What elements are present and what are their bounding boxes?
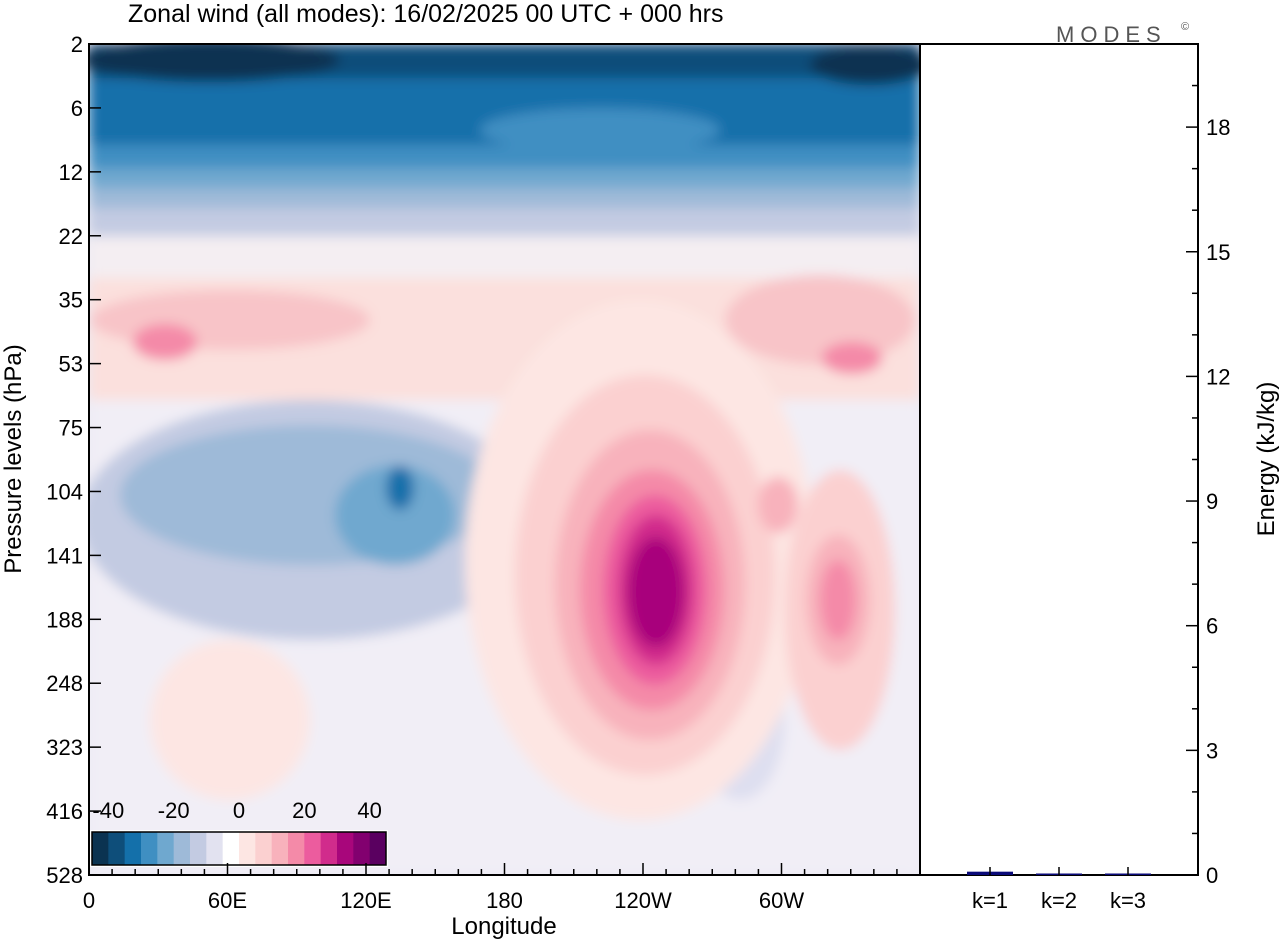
energy-category-label: k=1 bbox=[972, 888, 1008, 913]
y-tick-label: 323 bbox=[46, 735, 83, 760]
colorbar-swatch bbox=[222, 832, 240, 865]
field-core-upper-west bbox=[89, 44, 340, 82]
colorbar-swatch bbox=[288, 832, 305, 865]
colorbar-tick-label: 40 bbox=[357, 798, 381, 823]
colorbar-swatch bbox=[157, 832, 175, 865]
colorbar-frame bbox=[91, 831, 387, 866]
energy-category-label: k=3 bbox=[1110, 888, 1146, 913]
y-tick-label: 2 bbox=[71, 32, 83, 57]
field-band-mid1 bbox=[89, 145, 920, 170]
energy-tick-label: 12 bbox=[1206, 364, 1230, 389]
colorbar-swatch bbox=[320, 832, 338, 865]
field-easterly-inner bbox=[335, 465, 455, 565]
x-tick-label: 180 bbox=[486, 888, 523, 913]
copyright-mark: © bbox=[1181, 21, 1189, 33]
colorbar-swatch bbox=[337, 832, 354, 865]
x-tick-label: 60W bbox=[759, 888, 804, 913]
colorbar-swatch bbox=[190, 832, 207, 865]
x-axis-label: Longitude bbox=[451, 913, 556, 940]
y-tick-label: 75 bbox=[59, 416, 83, 441]
colorbar-swatch bbox=[255, 832, 273, 865]
colorbar-swatch bbox=[369, 832, 387, 865]
colorbar-tick-label: 0 bbox=[233, 798, 245, 823]
y-tick-label: 22 bbox=[59, 224, 83, 249]
energy-bars: k=1 k=2 k=3 bbox=[967, 867, 1151, 913]
field-band-neutral bbox=[89, 236, 920, 280]
heatmap-panel bbox=[88, 43, 921, 876]
x-tick-label: 120W bbox=[614, 888, 672, 913]
colorbar-swatch bbox=[124, 832, 142, 865]
y-tick-label: 12 bbox=[59, 160, 83, 185]
energy-tick-label: 3 bbox=[1206, 738, 1218, 763]
energy-tick-label: 6 bbox=[1206, 614, 1218, 639]
field-band-mid2 bbox=[89, 168, 920, 190]
heatmap-field bbox=[89, 44, 920, 875]
colorbar-swatch bbox=[173, 832, 191, 865]
chart-title: Zonal wind (all modes): 16/02/2025 00 UT… bbox=[128, 0, 723, 28]
colorbar-tick-label: 20 bbox=[292, 798, 316, 823]
x-axis: 0 60E 120E 180 120W 60W bbox=[83, 863, 898, 913]
energy-panel: k=1 k=2 k=3 bbox=[919, 43, 1199, 913]
field-jet-east-small bbox=[758, 477, 798, 533]
field-westerly-west bbox=[90, 290, 370, 350]
colorbar-swatch bbox=[304, 832, 322, 865]
y-tick-label: 188 bbox=[46, 607, 83, 632]
field-westerly-east bbox=[725, 275, 915, 365]
y-tick-label: 53 bbox=[59, 352, 83, 377]
field-patch-upper-mid bbox=[480, 108, 720, 152]
energy-tick-label: 9 bbox=[1206, 489, 1218, 514]
field-jet-core bbox=[628, 537, 684, 647]
y-axis-label: Pressure levels (hPa) bbox=[0, 344, 27, 573]
field-band-mid4 bbox=[89, 208, 920, 238]
energy-frame bbox=[919, 43, 1199, 876]
energy-tick-label: 0 bbox=[1206, 863, 1218, 888]
colorbar-tick-label: -20 bbox=[158, 798, 190, 823]
colorbar-swatch bbox=[353, 832, 371, 865]
field-easterly-core bbox=[386, 466, 414, 510]
colorbar-swatch bbox=[206, 832, 224, 865]
field-westerly-west-core bbox=[133, 324, 197, 360]
colorbar-swatch bbox=[141, 832, 158, 865]
y-tick-label: 104 bbox=[46, 479, 83, 504]
y-tick-label: 141 bbox=[46, 543, 83, 568]
energy-axis: 0 3 6 9 12 15 18 bbox=[1186, 43, 1230, 888]
colorbar-swatch bbox=[271, 832, 289, 865]
field-band-mid3 bbox=[89, 188, 920, 210]
y-tick-label: 528 bbox=[46, 863, 83, 888]
colorbar-swatch bbox=[108, 832, 126, 865]
y-tick-label: 248 bbox=[46, 671, 83, 696]
y-tick-label: 6 bbox=[71, 96, 83, 121]
y-tick-label: 416 bbox=[46, 799, 83, 824]
energy-tick-label: 18 bbox=[1206, 115, 1230, 140]
y-axis: 2 6 12 22 35 53 75 104 141 188 248 323 416 528 bbox=[46, 32, 101, 888]
field-jet-east-core bbox=[820, 560, 856, 640]
colorbar-swatch bbox=[92, 832, 109, 865]
colorbar-swatch bbox=[239, 832, 256, 865]
energy-category-label: k=2 bbox=[1041, 888, 1077, 913]
x-tick-label: 120E bbox=[340, 888, 391, 913]
field-westerly-east-core bbox=[822, 342, 882, 374]
x-tick-label: 60E bbox=[208, 888, 247, 913]
field-lower-pink bbox=[150, 640, 310, 800]
modes-logo: MODES bbox=[1056, 22, 1167, 47]
x-tick-label: 0 bbox=[83, 888, 95, 913]
energy-axis-label: Energy (kJ/kg) bbox=[1253, 382, 1280, 537]
field-core-upper-east bbox=[810, 45, 920, 85]
y-tick-label: 35 bbox=[59, 288, 83, 313]
energy-tick-label: 15 bbox=[1206, 240, 1230, 265]
colorbar: -40 -20 0 20 40 bbox=[90, 798, 388, 867]
